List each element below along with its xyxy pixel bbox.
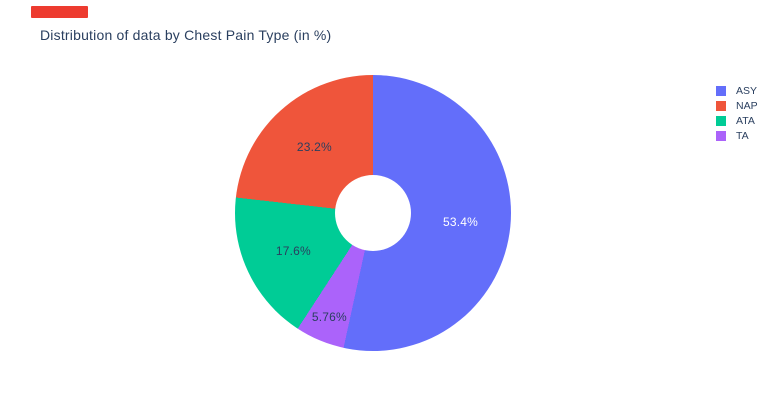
legend-item-asy[interactable]: ASY (716, 86, 758, 96)
chart-title: Distribution of data by Chest Pain Type … (40, 27, 332, 43)
legend-label: TA (736, 130, 749, 142)
legend-item-ata[interactable]: ATA (716, 116, 758, 126)
legend-label: ASY (736, 85, 758, 97)
legend-swatch-icon (716, 116, 726, 126)
legend-swatch-icon (716, 86, 726, 96)
legend-label: ATA (736, 115, 755, 127)
legend-item-nap[interactable]: NAP (716, 101, 758, 111)
legend-swatch-icon (716, 101, 726, 111)
legend-label: NAP (736, 100, 758, 112)
legend-item-ta[interactable]: TA (716, 131, 758, 141)
red-marker (31, 6, 88, 18)
donut-hole (335, 175, 411, 251)
legend-swatch-icon (716, 131, 726, 141)
legend: ASY NAP ATA TA (716, 86, 758, 146)
